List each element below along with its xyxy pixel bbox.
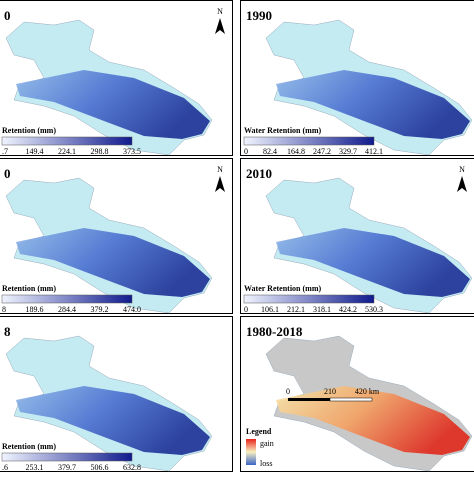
legend-title: Retention (mm) bbox=[2, 442, 56, 451]
map-panel: 1980-2018 Legend gain loss 0 210 420 km bbox=[241, 317, 474, 472]
color-bar bbox=[244, 295, 374, 303]
north-label: N bbox=[217, 165, 223, 174]
legend-tick: 189.6 bbox=[26, 305, 44, 314]
legend-tick: 106.1 bbox=[261, 305, 279, 314]
color-bar bbox=[2, 137, 132, 145]
panel-label: 1980-2018 bbox=[246, 324, 303, 339]
legend-tick: 373.5 bbox=[123, 147, 141, 156]
legend-tick: 474.0 bbox=[123, 305, 141, 314]
legend-tick: 632.8 bbox=[123, 463, 141, 472]
legend-title: Retention (mm) bbox=[2, 284, 56, 293]
legend-tick: 412.1 bbox=[365, 147, 383, 156]
scale-label: 210 bbox=[324, 387, 336, 396]
map-panel: 0 N Retention (mm) 8 189.6 284.4 379.2 474.0 bbox=[0, 159, 233, 315]
color-bar bbox=[2, 453, 132, 461]
color-bar bbox=[2, 295, 132, 303]
panel-label: 1990 bbox=[246, 8, 272, 23]
panel-label: 0 bbox=[4, 166, 11, 181]
legend-tick: 506.6 bbox=[91, 463, 109, 472]
legend-swatch bbox=[246, 439, 256, 465]
legend-title: Legend bbox=[246, 427, 272, 436]
legend-title: Water Retention (mm) bbox=[244, 284, 322, 293]
legend-tick: 379.7 bbox=[58, 463, 76, 472]
legend-gain: gain bbox=[260, 439, 274, 448]
legend-tick: 164.8 bbox=[287, 147, 305, 156]
legend-title: Water Retention (mm) bbox=[244, 126, 322, 135]
panel-label: 2010 bbox=[246, 166, 272, 181]
legend-tick: .6 bbox=[2, 463, 8, 472]
legend-loss: loss bbox=[260, 459, 272, 468]
north-label: N bbox=[217, 7, 223, 16]
panel-label: 8 bbox=[4, 324, 11, 339]
legend-tick: 284.4 bbox=[58, 305, 76, 314]
north-label: N bbox=[459, 165, 465, 174]
legend-tick: 530.3 bbox=[365, 305, 383, 314]
legend-tick: 8 bbox=[2, 305, 6, 314]
legend-tick: 212.1 bbox=[287, 305, 305, 314]
legend-tick: 224.1 bbox=[58, 147, 76, 156]
legend-tick: 318.1 bbox=[313, 305, 331, 314]
map-panel: 8 Retention (mm) .6 253.1 379.7 506.6 632.8 bbox=[0, 317, 233, 473]
legend-tick: 82.4 bbox=[263, 147, 277, 156]
legend-title: Retention (mm) bbox=[2, 126, 56, 135]
panel-label: 0 bbox=[4, 8, 11, 23]
legend-tick: 149.4 bbox=[26, 147, 44, 156]
map-panel: 2010 N Water Retention (mm) 0 106.1 212.1 318.… bbox=[241, 159, 474, 315]
legend-tick: 253.1 bbox=[26, 463, 44, 472]
map-panel: 1990 Water Retention (mm) 0 82.4 164.8 247.2 3… bbox=[241, 1, 474, 157]
legend-tick: 329.7 bbox=[339, 147, 357, 156]
map-panel: 0 N Retention (mm) .7 149.4 224.1 298.8 373.5 bbox=[0, 1, 233, 157]
scale-bar bbox=[330, 398, 372, 401]
legend-tick: 298.8 bbox=[91, 147, 109, 156]
color-bar bbox=[244, 137, 374, 145]
legend-tick: 0 bbox=[244, 147, 248, 156]
legend-tick: 379.2 bbox=[91, 305, 109, 314]
scale-label: 420 km bbox=[355, 387, 380, 396]
scale-bar bbox=[288, 398, 330, 401]
scale-label: 0 bbox=[286, 387, 290, 396]
legend-tick: 247.2 bbox=[313, 147, 331, 156]
legend-tick: 424.2 bbox=[339, 305, 357, 314]
legend-tick: 0 bbox=[244, 305, 248, 314]
legend-tick: .7 bbox=[2, 147, 8, 156]
